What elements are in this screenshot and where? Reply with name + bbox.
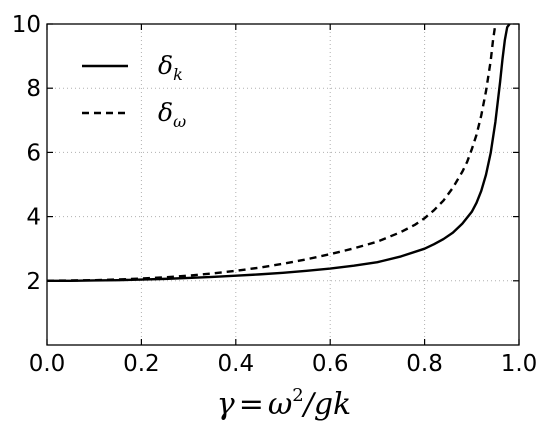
y-tick-label: 2 <box>26 269 41 295</box>
x-axis-ticks: 0.0 0.2 0.4 0.6 0.8 1.0 <box>29 24 538 377</box>
x-tick-label: 1.0 <box>501 351 538 377</box>
y-tick-label: 6 <box>26 140 41 166</box>
x-axis-label: γ = ω2/gk <box>217 385 352 422</box>
series-layer <box>46 23 511 282</box>
x-tick-label: 0.0 <box>29 351 66 377</box>
y-tick-label: 10 <box>12 12 41 38</box>
legend-label-delta-k: δk <box>158 51 183 84</box>
legend: δk δω <box>82 51 186 131</box>
y-tick-label: 4 <box>26 205 41 231</box>
x-tick-label: 0.4 <box>218 351 255 377</box>
grid-lines <box>46 23 520 345</box>
legend-label-delta-omega: δω <box>158 98 186 131</box>
x-tick-label: 0.2 <box>123 351 160 377</box>
plot-frame <box>46 23 520 346</box>
x-tick-label: 0.6 <box>312 351 349 377</box>
y-tick-label: 8 <box>26 76 41 102</box>
series-line-delta-omega <box>46 23 497 282</box>
x-tick-label: 0.8 <box>406 351 443 377</box>
series-line-delta-k <box>47 23 511 282</box>
y-axis-ticks: 2 4 6 8 10 <box>12 12 519 295</box>
